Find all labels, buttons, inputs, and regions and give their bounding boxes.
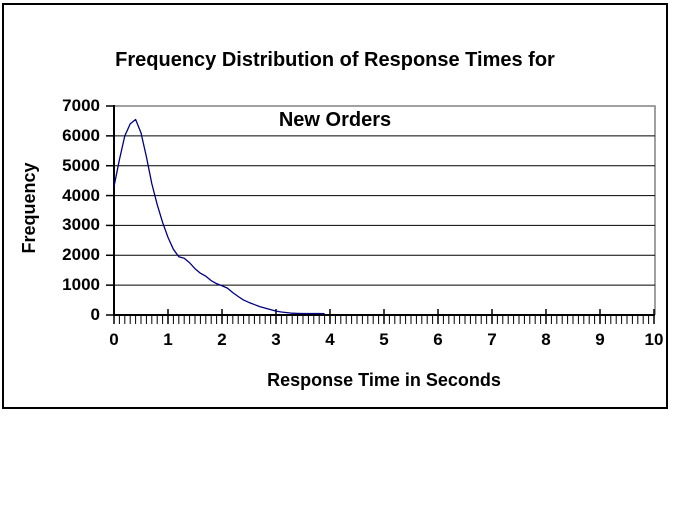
y-tick-label-4000: 4000 (62, 185, 100, 205)
y-tick-label-0: 0 (90, 305, 100, 324)
x-tick-label-4: 4 (325, 330, 335, 349)
y-tick-label-1000: 1000 (62, 275, 100, 295)
plot-border (114, 105, 656, 315)
x-tick-label-2: 2 (217, 330, 227, 349)
x-axis-title: Response Time in Seconds (267, 370, 501, 390)
y-tick-label-3000: 3000 (62, 215, 100, 235)
y-axis-title: Frequency (19, 162, 39, 254)
chart-title-line1: Frequency Distribution of Response Times… (115, 49, 555, 71)
x-tick-label-9: 9 (595, 330, 605, 349)
x-tick-label-8: 8 (541, 330, 551, 349)
chart-title-line2: New Orders (278, 109, 392, 131)
y-tick-label-5000: 5000 (62, 155, 100, 175)
y-tick-label-2000: 2000 (62, 245, 100, 265)
y-tick-label-6000: 6000 (62, 125, 100, 145)
chart-title: Frequency Distribution of Response Times… (2, 15, 668, 165)
x-tick-label-0: 0 (109, 330, 119, 349)
x-tick-label-7: 7 (487, 330, 497, 349)
y-tick-label-7000: 7000 (62, 96, 100, 115)
x-tick-label-5: 5 (379, 330, 389, 349)
series-frequency (113, 118, 325, 315)
x-tick-label-3: 3 (271, 330, 281, 349)
x-tick-label-6: 6 (433, 330, 443, 349)
x-tick-label-10: 10 (644, 330, 664, 349)
x-tick-label-1: 1 (163, 330, 173, 349)
